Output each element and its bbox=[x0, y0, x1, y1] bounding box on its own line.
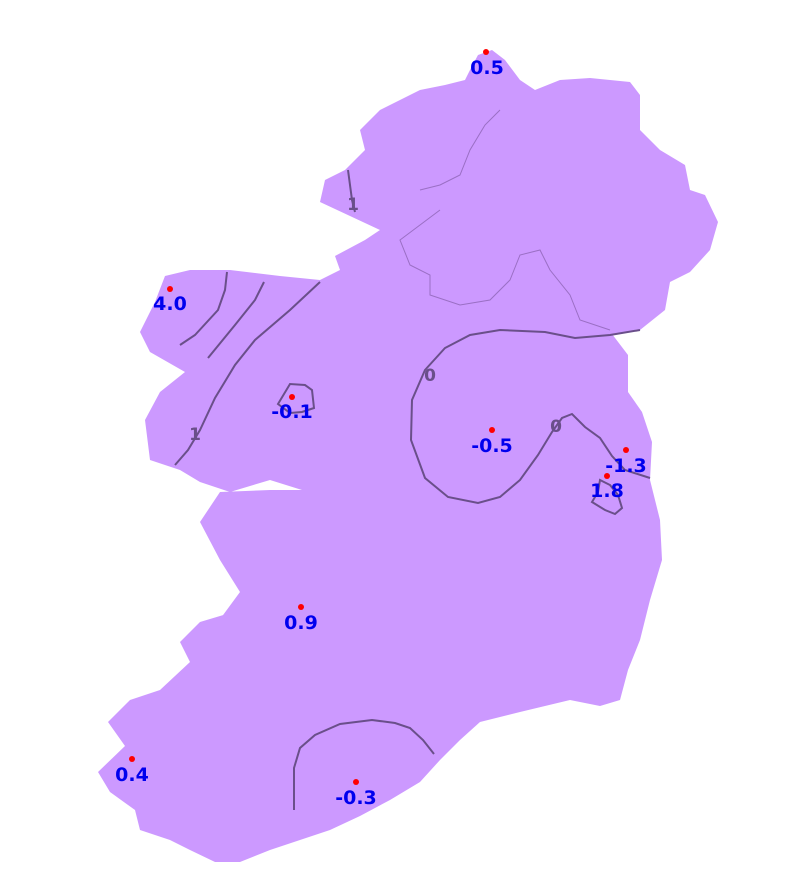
station-value: -0.1 bbox=[271, 401, 313, 423]
station-marker bbox=[298, 604, 304, 610]
contour-1-west bbox=[174, 281, 321, 466]
station-value: 0.9 bbox=[284, 612, 318, 634]
contour-south bbox=[293, 718, 435, 810]
contour-label: 1 bbox=[347, 195, 359, 215]
contour-west-2 bbox=[207, 281, 265, 359]
station-marker bbox=[289, 394, 295, 400]
contour-west-1 bbox=[179, 271, 228, 346]
contour-0-midlands bbox=[409, 328, 651, 505]
contour-label: 1 bbox=[189, 425, 201, 445]
contour-lines bbox=[174, 169, 651, 810]
contour-labels: 1 1 0 0 bbox=[189, 195, 562, 445]
contour-dublin-loop bbox=[590, 478, 624, 516]
station-value: -1.3 bbox=[605, 455, 647, 477]
northern-ireland-border bbox=[399, 109, 611, 331]
station-value: 4.0 bbox=[153, 293, 187, 315]
station-marker bbox=[623, 447, 629, 453]
station-marker bbox=[604, 473, 610, 479]
station-value: 0.5 bbox=[470, 57, 504, 79]
contour-mayo-loop bbox=[276, 382, 316, 415]
contour-label: 0 bbox=[424, 366, 436, 386]
stations: 0.5 4.0 -0.1 -0.5 -1.3 1.8 0.9 0.4 -0.3 bbox=[115, 49, 647, 809]
station-value: 1.8 bbox=[590, 480, 624, 502]
station-marker bbox=[489, 427, 495, 433]
station-marker bbox=[483, 49, 489, 55]
contour-1-north bbox=[347, 169, 356, 213]
station-value: 0.4 bbox=[115, 764, 149, 786]
station-marker bbox=[353, 779, 359, 785]
station-marker bbox=[129, 756, 135, 762]
station-value: -0.3 bbox=[335, 787, 377, 809]
contour-label: 0 bbox=[550, 417, 562, 437]
station-marker bbox=[167, 286, 173, 292]
station-value: -0.5 bbox=[471, 435, 513, 457]
ireland-landmass bbox=[98, 50, 718, 862]
